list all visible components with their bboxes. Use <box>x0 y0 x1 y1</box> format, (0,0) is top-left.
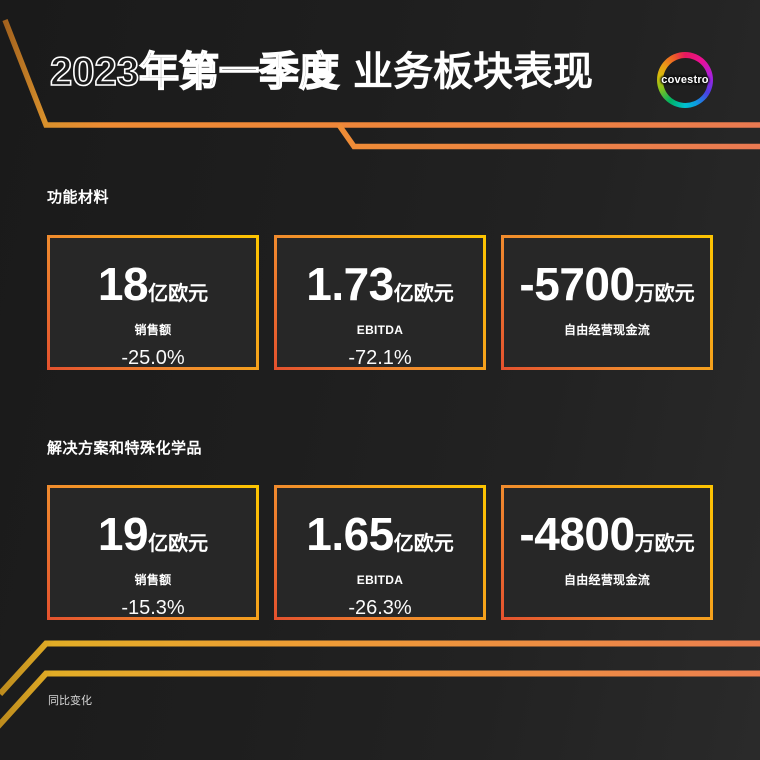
metric-card-sales: 18亿欧元 销售额 -25.0% <box>47 235 259 370</box>
metric-value: 18 <box>97 258 149 310</box>
metric-label: 自由经营现金流 <box>563 573 651 587</box>
metric-row-performance-materials: 18亿欧元 销售额 -25.0% 1.73亿欧元 EBITDA -72.1% -… <box>47 235 713 370</box>
metric-unit: 亿欧元 <box>393 283 454 305</box>
metric-card-free-cash-flow: -4800万欧元 自由经营现金流 <box>501 485 713 620</box>
metric-value: 1.65 <box>306 508 394 560</box>
metric-unit: 亿欧元 <box>148 533 209 555</box>
metric-label: EBITDA <box>356 573 404 587</box>
metric-value: -4800 <box>519 508 635 560</box>
metric-value-line: 19亿欧元 <box>98 510 208 570</box>
page-title: 2023年第一季度 业务板块表现 <box>49 49 593 95</box>
metric-label: 销售额 <box>134 573 172 587</box>
covestro-logo: covestro <box>657 52 713 108</box>
metric-value-line: -5700万欧元 <box>519 260 694 320</box>
footer-accent-line-upper <box>0 640 760 697</box>
metric-value: 19 <box>97 508 149 560</box>
metric-value-line: -4800万欧元 <box>519 510 694 570</box>
metric-card-ebitda: 1.65亿欧元 EBITDA -26.3% <box>274 485 486 620</box>
footer-accent-line-lower <box>0 670 760 729</box>
metric-unit: 万欧元 <box>634 533 695 555</box>
section-title-performance-materials: 功能材料 <box>47 189 110 206</box>
metric-value-line: 1.73亿欧元 <box>306 260 454 320</box>
metric-label: 自由经营现金流 <box>563 323 651 337</box>
page-title-outline-part: 2023年第一季度 <box>49 49 340 95</box>
metric-row-solutions-specialties: 19亿欧元 销售额 -15.3% 1.65亿欧元 EBITDA -26.3% -… <box>47 485 713 620</box>
metric-change: -26.3% <box>348 597 412 619</box>
header-accent-line-lower <box>336 123 760 150</box>
metric-change: -72.1% <box>348 347 412 369</box>
page-title-solid-part: 业务板块表现 <box>352 50 593 94</box>
yoy-footnote: 同比变化 <box>48 695 92 707</box>
section-title-solutions-specialties: 解决方案和特殊化学品 <box>47 440 203 457</box>
metric-card-free-cash-flow: -5700万欧元 自由经营现金流 <box>501 235 713 370</box>
metric-value-line: 1.65亿欧元 <box>306 510 454 570</box>
metric-unit: 万欧元 <box>634 283 695 305</box>
metric-unit: 亿欧元 <box>393 533 454 555</box>
metric-unit: 亿欧元 <box>148 283 209 305</box>
metric-card-ebitda: 1.73亿欧元 EBITDA -72.1% <box>274 235 486 370</box>
metric-value-line: 18亿欧元 <box>98 260 208 320</box>
metric-change: -25.0% <box>121 347 185 369</box>
metric-value: 1.73 <box>306 258 394 310</box>
metric-value: -5700 <box>519 258 635 310</box>
metric-change: -15.3% <box>121 597 185 619</box>
metric-label: EBITDA <box>356 323 404 337</box>
covestro-logo-wordmark: covestro <box>661 74 709 86</box>
metric-card-sales: 19亿欧元 销售额 -15.3% <box>47 485 259 620</box>
metric-label: 销售额 <box>134 323 172 337</box>
